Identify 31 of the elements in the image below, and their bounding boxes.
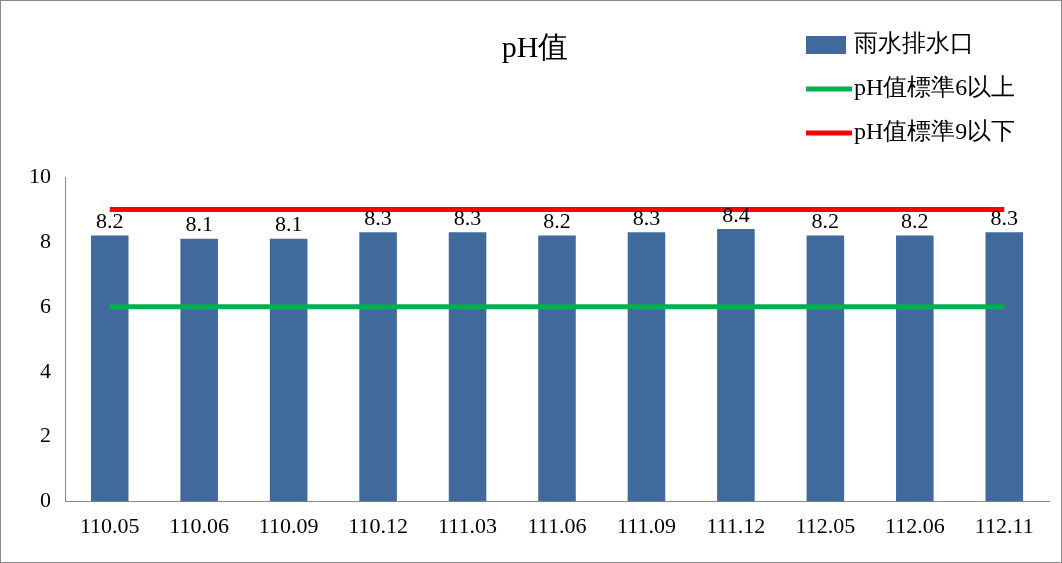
data-label: 8.1 <box>274 211 303 237</box>
data-label: 8.3 <box>990 204 1019 230</box>
data-label: 8.2 <box>95 208 124 234</box>
data-label: 8.2 <box>811 208 840 234</box>
x-tick-label: 112.05 <box>795 512 856 538</box>
y-tick-label: 8 <box>40 227 51 253</box>
x-tick-label: 112.06 <box>884 512 945 538</box>
x-tick-label: 110.05 <box>79 512 140 538</box>
x-tick-label: 111.06 <box>527 512 587 538</box>
data-label: 8.2 <box>901 208 929 234</box>
y-tick-label: 2 <box>40 422 51 448</box>
y-tick-label: 6 <box>40 292 51 318</box>
y-tick-label: 4 <box>40 357 51 383</box>
x-tick-label: 111.03 <box>438 512 497 538</box>
y-tick-label: 10 <box>29 162 51 188</box>
x-tick-label: 110.12 <box>348 512 408 538</box>
data-label: 8.1 <box>185 211 213 237</box>
y-tick-label: 0 <box>40 487 51 513</box>
x-tick-label: 110.09 <box>258 512 319 538</box>
x-tick-label: 112.11 <box>974 512 1034 538</box>
x-tick-label: 111.09 <box>617 512 676 538</box>
data-label: 8.2 <box>543 208 571 234</box>
data-label: 8.3 <box>632 204 661 230</box>
legend-label: 雨水排水口 <box>854 30 974 57</box>
x-tick-label: 111.12 <box>706 512 766 538</box>
legend-label: pH值標準6以上 <box>854 74 1016 101</box>
data-label: 8.3 <box>453 204 482 230</box>
legend-label: pH值標準9以下 <box>854 118 1016 145</box>
x-tick-label: 110.06 <box>169 512 230 538</box>
data-label: 8.3 <box>364 204 392 230</box>
chart-title: pH值 <box>501 29 569 63</box>
